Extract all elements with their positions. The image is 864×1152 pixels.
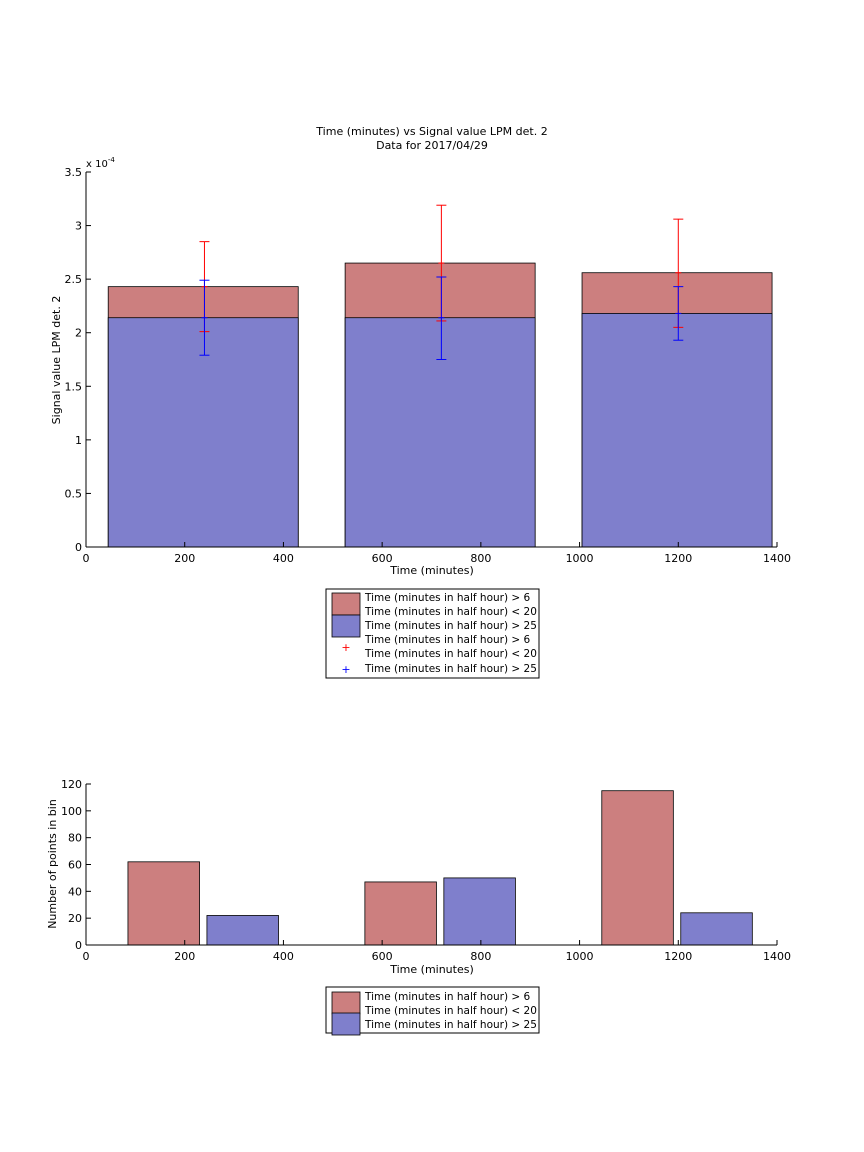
chart2-x-tick-label: 1400 bbox=[763, 950, 791, 963]
chart1-legend-blue-err-label: Time (minutes in half hour) > 25 bbox=[364, 663, 537, 675]
chart1-title: Time (minutes) vs Signal value LPM det. … bbox=[315, 125, 547, 138]
chart1-legend-red-err-line1: Time (minutes in half hour) > 6 bbox=[364, 634, 531, 646]
chart2-xlabel: Time (minutes) bbox=[389, 963, 474, 976]
chart1-x-tick-label: 200 bbox=[174, 552, 195, 565]
chart1-y-tick-label: 0.5 bbox=[65, 487, 83, 500]
chart1-legend-swatch-red bbox=[331, 592, 361, 616]
chart2-x-tick-label: 1000 bbox=[566, 950, 594, 963]
chart1-legend-box bbox=[325, 588, 540, 679]
chart1-y-tick-label: 1.5 bbox=[65, 380, 83, 393]
chart2-legend-swatch-red bbox=[331, 991, 361, 1015]
chart2-y-tick-label: 80 bbox=[68, 832, 82, 845]
chart1-y-tick-label: 1 bbox=[75, 434, 82, 447]
chart1-y-tick-label: 3 bbox=[75, 220, 82, 233]
chart2-y-tick-label: 120 bbox=[61, 778, 82, 791]
chart1-y-tick-label: 3.5 bbox=[65, 166, 83, 179]
chart1-x-tick-label: 600 bbox=[372, 552, 393, 565]
chart2-x-tick-label: 600 bbox=[372, 950, 393, 963]
count-bar-blue bbox=[680, 912, 753, 946]
chart2-legend: Time (minutes in half hour) > 6 Time (mi… bbox=[325, 986, 540, 1036]
chart2-x-tick-label: 1200 bbox=[664, 950, 692, 963]
chart2-legend-red-line2: Time (minutes in half hour) < 20 bbox=[364, 1005, 537, 1017]
chart1-x-tick-label: 1200 bbox=[664, 552, 692, 565]
chart1-y-tick-label: 0 bbox=[75, 541, 82, 554]
chart2-x-tick-label: 200 bbox=[174, 950, 195, 963]
chart2-y-tick-label: 0 bbox=[75, 939, 82, 952]
chart1-legend-blue-label: Time (minutes in half hour) > 25 bbox=[364, 620, 537, 632]
chart1-legend-blue-marker: + bbox=[341, 663, 350, 676]
chart2-y-tick-label: 20 bbox=[68, 912, 82, 925]
count-bar-red bbox=[364, 881, 437, 946]
chart1-ylabel: Signal value LPM det. 2 bbox=[50, 296, 63, 425]
bar-blue bbox=[581, 313, 773, 548]
chart1-xlabel: Time (minutes) bbox=[389, 564, 474, 577]
chart2-x-tick-label: 0 bbox=[83, 950, 90, 963]
chart2-plot: 0 200 400 600 800 1000 1200 1400 0 20 40 60 80 100 120 bbox=[61, 778, 791, 963]
chart2-y-tick-label: 40 bbox=[68, 885, 82, 898]
chart1-legend-red-line1: Time (minutes in half hour) > 6 bbox=[364, 592, 531, 604]
chart2-legend-red-line1: Time (minutes in half hour) > 6 bbox=[364, 991, 531, 1003]
chart2-ylabel: Number of points in bin bbox=[46, 799, 59, 929]
chart1-x-tick-label: 800 bbox=[470, 552, 491, 565]
chart1-y-tick-label: 2 bbox=[75, 327, 82, 340]
chart1-exponent-base: x 10 bbox=[86, 159, 108, 170]
chart1-legend-red-marker: + bbox=[341, 641, 350, 654]
chart1-y-tick-label: 2.5 bbox=[65, 273, 83, 286]
chart1-legend-red-err-line2: Time (minutes in half hour) < 20 bbox=[364, 648, 537, 660]
count-bar-blue bbox=[206, 915, 279, 946]
chart1-legend-red-line2: Time (minutes in half hour) < 20 bbox=[364, 606, 537, 618]
chart1-x-tick-label: 400 bbox=[273, 552, 294, 565]
bar-blue bbox=[107, 317, 299, 548]
chart2-y-tick-label: 100 bbox=[61, 805, 82, 818]
chart1-subtitle: Data for 2017/04/29 bbox=[376, 139, 488, 152]
count-bar-blue bbox=[443, 877, 516, 946]
chart2-legend-box bbox=[325, 986, 540, 1034]
chart1-legend: Time (minutes in half hour) > 6 Time (mi… bbox=[325, 588, 540, 679]
chart2-x-tick-label: 800 bbox=[470, 950, 491, 963]
bar-blue bbox=[344, 317, 536, 548]
chart2-legend-blue-label: Time (minutes in half hour) > 25 bbox=[364, 1019, 537, 1031]
chart2-legend-swatch-blue bbox=[331, 1012, 361, 1036]
chart1-legend-swatch-blue bbox=[331, 614, 361, 638]
chart2-y-tick-label: 60 bbox=[68, 859, 82, 872]
chart2-x-tick-label: 400 bbox=[273, 950, 294, 963]
chart1-plot: 0 200 400 600 800 1000 1200 1400 0 0.5 1 1.5 2 2.5 3 3.… bbox=[65, 166, 792, 565]
count-bar-red bbox=[127, 861, 200, 946]
chart1-x-tick-label: 1400 bbox=[763, 552, 791, 565]
count-bar-red bbox=[601, 790, 674, 946]
chart1-exponent: x 10-4 bbox=[86, 156, 115, 170]
chart1-exponent-power: -4 bbox=[108, 156, 116, 164]
chart1-x-tick-label: 1000 bbox=[566, 552, 594, 565]
chart1-x-tick-label: 0 bbox=[83, 552, 90, 565]
